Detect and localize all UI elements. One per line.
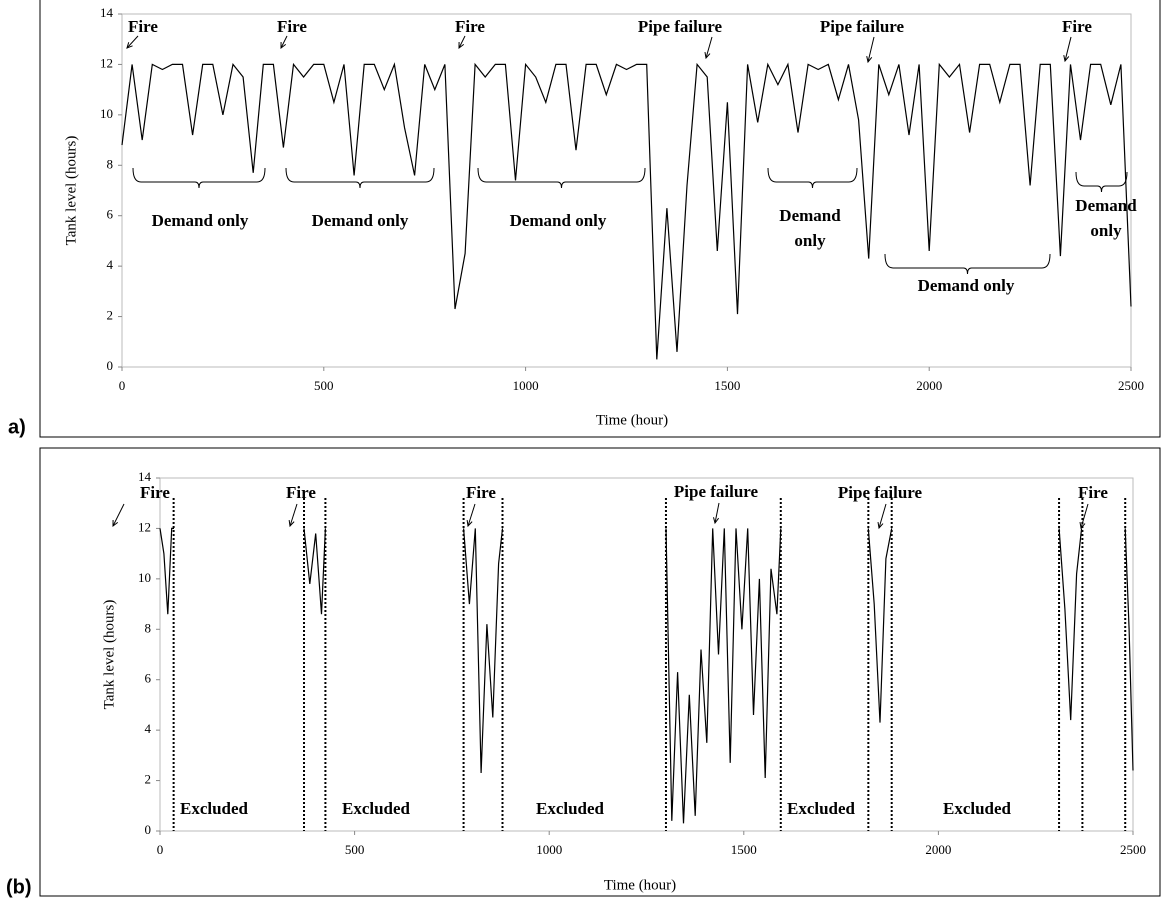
y-tick-label: 8 [107,156,114,171]
annotation: Excluded [342,799,411,818]
x-tick-label: 1500 [714,378,740,393]
x-tick-label: 0 [157,842,164,857]
y-tick-label: 6 [107,207,114,222]
data-line [159,527,1134,824]
annotation: Demand [1075,196,1137,215]
x-tick-label: 500 [345,842,365,857]
y-axis-label: Tank level (hours) [63,136,79,246]
annotation: Demand only [510,211,607,230]
arrow-head [112,519,119,528]
plot-area [159,477,1134,832]
annotation: Pipe failure [838,483,923,502]
panel-frame [39,0,1161,897]
bracket [477,167,646,189]
y-tick-label: 2 [145,772,152,787]
arrow-head [713,517,720,525]
bracket [1075,171,1128,193]
plot-area [121,13,1132,368]
annotation: Fire [455,17,485,36]
annotation: Fire [286,483,316,502]
annotation: Excluded [943,799,1012,818]
y-tick-label: 12 [138,519,151,534]
annotation: Demand only [152,211,249,230]
y-tick-label: 14 [100,5,114,20]
annotation: Fire [1062,17,1092,36]
arrow-head [877,522,884,530]
arrow-head [126,42,133,49]
annotation: Excluded [536,799,605,818]
x-tick-label: 2500 [1118,378,1144,393]
x-tick-label: 2000 [916,378,942,393]
y-tick-label: 4 [107,257,114,272]
arrow-head [458,41,465,50]
annotation: Demand only [918,276,1015,295]
annotation: Pipe failure [820,17,905,36]
annotation: Fire [140,483,170,502]
arrow [1080,503,1089,529]
y-tick-label: 6 [145,671,152,686]
annotation: Fire [466,483,496,502]
arrow [714,502,720,524]
arrow [289,503,298,527]
annotation: Fire [1078,483,1108,502]
arrow-head [1063,55,1070,63]
arrow [1064,36,1072,62]
bracket [285,167,435,189]
annotation: only [1090,221,1122,240]
annotation: Demand [779,206,841,225]
arrow-head [288,519,295,528]
y-tick-label: 2 [107,308,114,323]
arrow [458,35,466,49]
y-tick-label: 12 [100,55,113,70]
arrow [280,35,288,49]
bracket [884,253,1051,275]
y-tick-label: 0 [107,358,114,373]
annotation: only [794,231,826,250]
panel-label: a) [8,416,26,438]
x-tick-label: 0 [119,378,126,393]
data-line [121,62,1132,360]
y-tick-label: 4 [145,721,152,736]
y-tick-label: 10 [100,106,113,121]
x-tick-label: 1000 [536,842,562,857]
panel-label: (b) [6,876,32,898]
x-tick-label: 1500 [731,842,757,857]
x-axis-label: Time (hour) [604,877,676,893]
annotation: Pipe failure [674,482,759,501]
arrow-head [280,41,287,50]
annotation: Pipe failure [638,17,723,36]
arrow [878,503,887,529]
y-tick-label: 0 [145,822,152,837]
arrow-head [866,56,873,64]
x-tick-label: 500 [314,378,334,393]
arrow-head [704,52,711,60]
annotation: Demand only [312,211,409,230]
arrow [705,36,713,59]
x-axis-label: Time (hour) [596,412,668,428]
x-tick-label: 1000 [513,378,539,393]
bracket [767,167,858,189]
annotation: Excluded [787,799,856,818]
y-axis-label: Tank level (hours) [101,600,117,710]
annotation: Fire [128,17,158,36]
arrow [467,503,476,527]
arrow-head [466,519,473,528]
arrow-head [1079,522,1086,530]
y-tick-label: 8 [145,620,152,635]
annotation: Fire [277,17,307,36]
arrow [126,35,139,49]
y-tick-label: 14 [138,469,152,484]
annotation: Excluded [180,799,249,818]
arrow [112,503,125,527]
x-tick-label: 2000 [925,842,951,857]
bracket [132,167,266,189]
y-tick-label: 10 [138,570,151,585]
arrow [867,36,875,63]
x-tick-label: 2500 [1120,842,1146,857]
